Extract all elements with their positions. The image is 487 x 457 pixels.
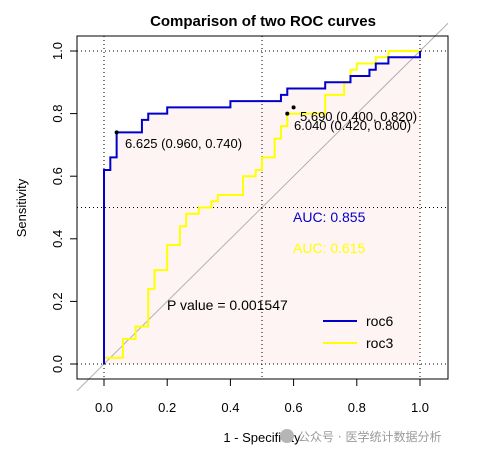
roc6-auc-label: AUC: 0.855	[293, 209, 366, 225]
roc3-threshold-point	[285, 111, 290, 116]
watermark-text: 公众号 · 医学统计数据分析	[298, 430, 442, 444]
roc3-auc-label: AUC: 0.615	[293, 240, 366, 256]
legend-roc6-label: roc6	[366, 313, 393, 329]
x-tick-label: 1.0	[411, 400, 429, 415]
roc3-threshold-label: 6.040 (0.420, 0.800)	[294, 118, 411, 133]
extra-threshold-point	[291, 105, 296, 110]
legend-roc3-label: roc3	[366, 335, 393, 351]
roc6-threshold-label: 6.625 (0.960, 0.740)	[125, 136, 242, 151]
y-tick-label: 0.8	[50, 105, 65, 123]
y-tick-label: 1.0	[50, 42, 65, 60]
y-tick-label: 0.4	[50, 230, 65, 248]
roc6-threshold-point	[114, 130, 119, 135]
p-value-label: P value = 0.001547	[167, 297, 288, 313]
chart-title: Comparison of two ROC curves	[150, 13, 376, 30]
wechat-icon	[280, 429, 294, 443]
y-tick-label: 0.0	[50, 355, 65, 373]
extra-threshold-label: 5.690 (0.400, 0.820)	[300, 109, 417, 124]
y-tick-label: 0.6	[50, 167, 65, 185]
watermark: 公众号 · 医学统计数据分析	[280, 428, 441, 445]
roc6-curve	[103, 51, 421, 364]
y-axis: 0.0 0.2 0.4 0.6 0.8 1.0	[50, 42, 77, 373]
y-tick-label: 0.2	[50, 292, 65, 310]
x-tick-label: 0.2	[158, 400, 176, 415]
reference-diagonal	[76, 22, 449, 392]
x-tick-label: 0.6	[285, 400, 303, 415]
x-tick-label: 0.8	[348, 400, 366, 415]
x-tick-label: 0.0	[95, 400, 113, 415]
y-axis-label: Sensitivity	[14, 178, 29, 237]
legend: roc6 roc3	[323, 313, 393, 351]
x-axis: 0.0 0.2 0.4 0.6 0.8 1.0	[95, 379, 429, 415]
plot-frame	[76, 35, 449, 380]
x-tick-label: 0.4	[221, 400, 239, 415]
